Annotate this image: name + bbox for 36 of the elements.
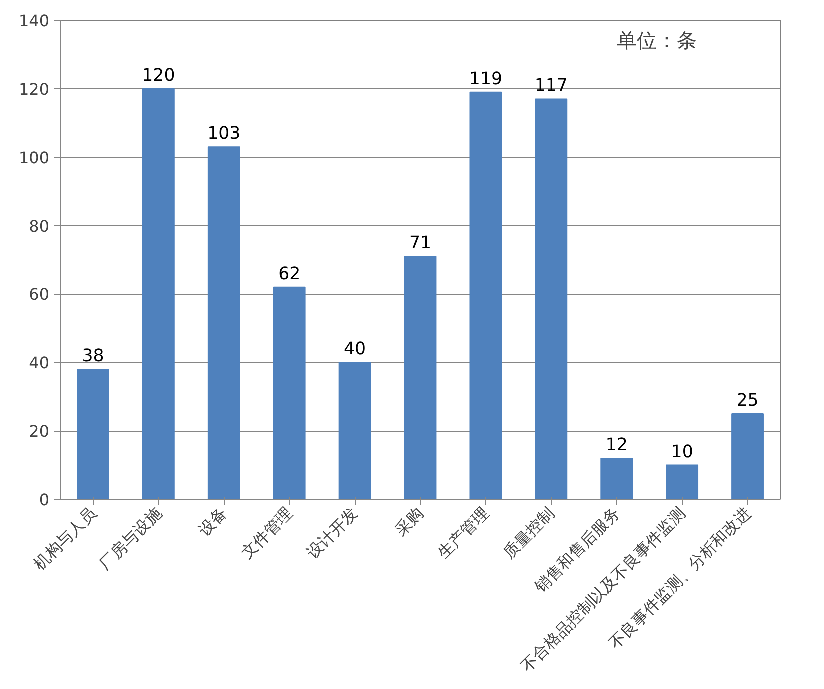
- bar: [208, 146, 240, 500]
- bar: [338, 362, 372, 500]
- bar: [600, 458, 634, 500]
- annotation: 单位：条: [616, 28, 697, 52]
- data-label: 25: [736, 390, 759, 411]
- data-label: 12: [606, 435, 628, 456]
- data-label: 71: [409, 234, 432, 254]
- data-label: 10: [671, 442, 694, 462]
- data-label: 119: [469, 69, 502, 90]
- bar: [732, 413, 764, 500]
- x-tick-label: 文件管理: [238, 504, 296, 562]
- y-tick-label: 40: [29, 354, 50, 373]
- y-tick-label: 0: [39, 490, 50, 510]
- bar: [666, 464, 699, 500]
- x-tick-label: 设备: [194, 504, 231, 540]
- y-tick-label: 20: [29, 422, 50, 442]
- data-label: 62: [278, 264, 301, 284]
- data-label: 103: [208, 124, 241, 144]
- data-label: 120: [142, 66, 176, 86]
- bar: [535, 98, 568, 500]
- bar: [77, 368, 110, 500]
- data-label: 40: [344, 340, 366, 360]
- data-label: 38: [82, 346, 104, 366]
- x-tick-label: 采购: [391, 504, 428, 540]
- bar: [404, 256, 437, 500]
- bar: [273, 286, 306, 500]
- data-label: 117: [534, 76, 568, 96]
- x-tick-label: 生产管理: [434, 504, 493, 562]
- y-tick-label: 100: [18, 148, 50, 168]
- y-tick-label: 140: [18, 12, 50, 30]
- y-tick-label: 80: [29, 216, 50, 236]
- bar: [142, 88, 175, 500]
- x-tick-label: 设计开发: [303, 504, 362, 562]
- y-tick-label: 60: [29, 285, 50, 304]
- bar: [470, 92, 502, 500]
- y-tick-label: 120: [18, 80, 50, 99]
